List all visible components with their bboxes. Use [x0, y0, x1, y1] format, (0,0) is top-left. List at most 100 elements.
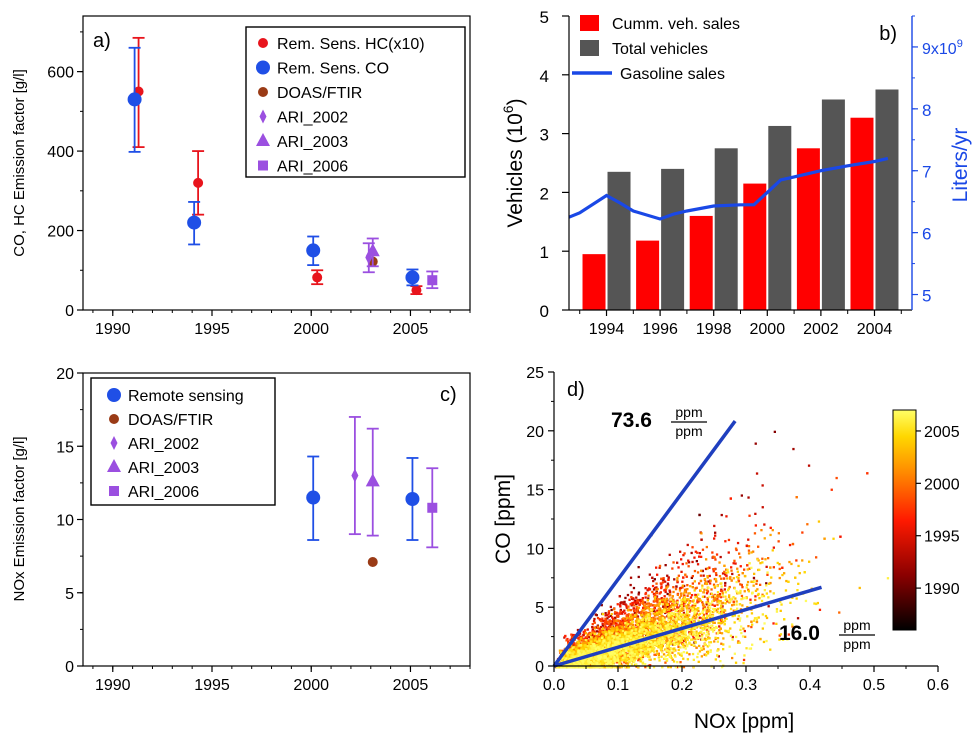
cloud-point — [586, 633, 590, 636]
cloud-point — [673, 649, 677, 652]
cloud-point — [706, 600, 710, 603]
cloud-point — [746, 583, 749, 586]
cloud-point — [715, 553, 719, 556]
cloud-point — [653, 609, 656, 612]
cloud-point — [741, 586, 744, 589]
cloud-point — [661, 625, 664, 628]
cloud-point — [728, 594, 731, 597]
data-point — [365, 473, 380, 487]
cloud-point — [713, 524, 716, 528]
cloud-point — [677, 618, 681, 621]
cloud-point — [620, 611, 623, 615]
cloud-point — [807, 464, 811, 467]
cloud-point — [660, 585, 663, 588]
cloud-point — [608, 635, 612, 638]
cloud-point — [610, 608, 613, 612]
cloud-point — [678, 587, 682, 590]
cloud-point — [668, 621, 672, 624]
cloud-point — [601, 633, 604, 636]
cloud-point — [625, 615, 628, 618]
cloud-point — [668, 649, 671, 652]
cloud-point — [759, 562, 762, 565]
cloud-point — [582, 639, 585, 642]
cloud-point — [736, 617, 740, 621]
cloud-point — [684, 591, 688, 594]
cloud-point — [769, 533, 772, 537]
cloud-point — [679, 661, 682, 664]
cloud-point — [717, 621, 720, 625]
x-tick-label: 2004 — [857, 321, 893, 338]
cloud-point — [745, 544, 748, 547]
cloud-point — [795, 496, 798, 499]
cloud-point — [721, 590, 724, 593]
cloud-point — [635, 648, 639, 651]
cloud-point — [652, 604, 655, 607]
panel-a-label: a) — [93, 30, 111, 52]
cloud-point — [658, 566, 661, 569]
cloud-point — [616, 615, 620, 618]
cloud-point — [728, 585, 731, 589]
cloud-point — [638, 611, 641, 614]
cloud-point — [598, 629, 602, 632]
cloud-point — [591, 629, 594, 632]
cloud-point — [668, 607, 671, 610]
cloud-point — [652, 588, 656, 591]
cloud-point — [703, 637, 707, 640]
cloud-point — [640, 614, 643, 617]
cloud-point — [683, 615, 686, 618]
cloud-point — [600, 625, 603, 629]
cloud-point — [644, 605, 648, 609]
cloud-point — [669, 624, 672, 627]
cloud-point — [713, 604, 716, 607]
cloud-point — [697, 632, 701, 635]
cloud-point — [690, 576, 693, 579]
cloud-point — [695, 646, 698, 649]
cloud-point — [744, 635, 747, 638]
cloud-point — [718, 594, 721, 598]
data-point — [367, 556, 378, 567]
cloud-point — [755, 472, 759, 475]
cloud-point — [605, 638, 608, 641]
cloud-point — [639, 602, 642, 605]
cloud-point — [761, 561, 764, 564]
cloud-point — [708, 637, 711, 640]
cloud-point — [591, 623, 594, 626]
cloud-point — [681, 598, 685, 601]
cloud-point — [698, 650, 702, 653]
cloud-point — [575, 643, 578, 646]
cloud-point — [746, 568, 749, 571]
cloud-point — [709, 579, 712, 582]
panel-a-marks — [127, 36, 439, 296]
cloud-point — [668, 637, 671, 640]
cloud-point — [722, 577, 726, 580]
cloud-point — [696, 551, 699, 554]
cloud-point — [630, 616, 633, 619]
y-tick-label: 1 — [540, 243, 549, 262]
cloud-point — [742, 627, 745, 630]
cloud-point — [688, 610, 691, 613]
cloud-point — [582, 641, 585, 644]
cloud-point — [769, 581, 772, 585]
cloud-point — [719, 555, 722, 559]
cloud-point — [665, 620, 668, 624]
cloud-point — [727, 595, 731, 599]
cloud-point — [607, 622, 611, 625]
cloud-point — [664, 564, 667, 567]
cloud-point — [681, 586, 684, 589]
cloud-point — [673, 616, 676, 619]
cloud-point — [619, 601, 622, 605]
cloud-point — [598, 627, 601, 630]
cloud-point — [749, 598, 752, 601]
cloud-point — [769, 566, 772, 569]
cloud-point — [720, 632, 724, 635]
cloud-point — [760, 529, 763, 532]
cloud-point — [664, 590, 667, 594]
cloud-point — [740, 594, 744, 598]
cloud-point — [578, 641, 581, 645]
cloud-point — [666, 605, 669, 608]
cloud-point — [664, 602, 667, 605]
cloud-point — [673, 603, 676, 606]
cloud-point — [684, 637, 687, 640]
cloud-point — [583, 637, 586, 640]
cloud-point — [604, 625, 607, 628]
